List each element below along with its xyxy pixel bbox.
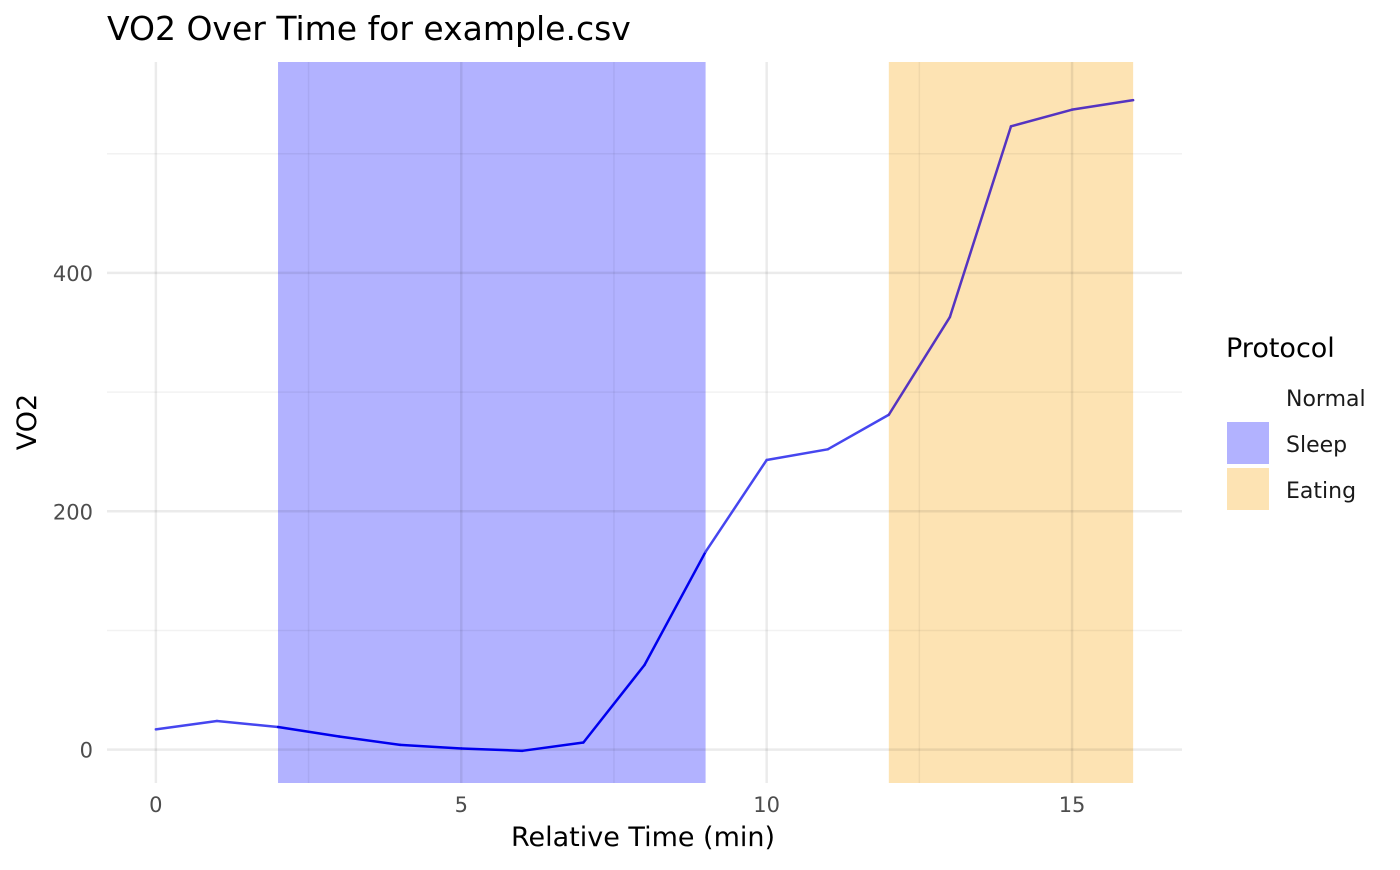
protocol-regions [278,62,1134,783]
x-tick-label: 5 [455,793,468,817]
legend: Protocol Normal Sleep Eating [1226,333,1366,510]
line-segment [276,725,341,738]
line-segment [582,663,646,744]
line-segment [337,735,402,747]
legend-key-sleep [1227,422,1269,464]
line-segment [704,458,768,554]
line-segment [826,413,891,451]
x-tick-label: 0 [149,793,162,817]
line-segment [215,719,280,729]
line-segment [154,719,219,731]
region-sleep [278,62,706,783]
x-axis-label: Relative Time (min) [511,822,775,853]
region-eating [888,62,1134,783]
line-segment [521,741,585,753]
y-tick-label: 200 [53,500,93,524]
x-tick-label: 15 [1059,793,1086,817]
line-segment [948,125,1013,319]
line-segment [1009,108,1074,128]
tick-labels: 0 5 10 15 0 200 400 [53,262,1086,817]
line-segment [887,315,952,417]
y-axis-label: VO2 [12,394,43,450]
grid-lines [107,62,1182,783]
vo2-series [154,98,1135,753]
line-segment [643,550,707,667]
legend-key-normal [1227,376,1269,418]
legend-label-normal: Normal [1286,387,1366,412]
line-segment [1070,98,1135,111]
legend-title: Protocol [1226,333,1335,364]
x-tick-label: 10 [753,793,780,817]
line-segment [765,448,829,462]
legend-key-eating [1227,468,1269,510]
legend-label-eating: Eating [1286,479,1356,504]
line-segment [398,743,463,750]
y-tick-label: 0 [80,739,93,763]
chart-title: VO2 Over Time for example.csv [107,9,631,48]
legend-label-sleep: Sleep [1286,433,1347,458]
y-tick-label: 400 [53,262,93,286]
line-segment [460,747,524,753]
